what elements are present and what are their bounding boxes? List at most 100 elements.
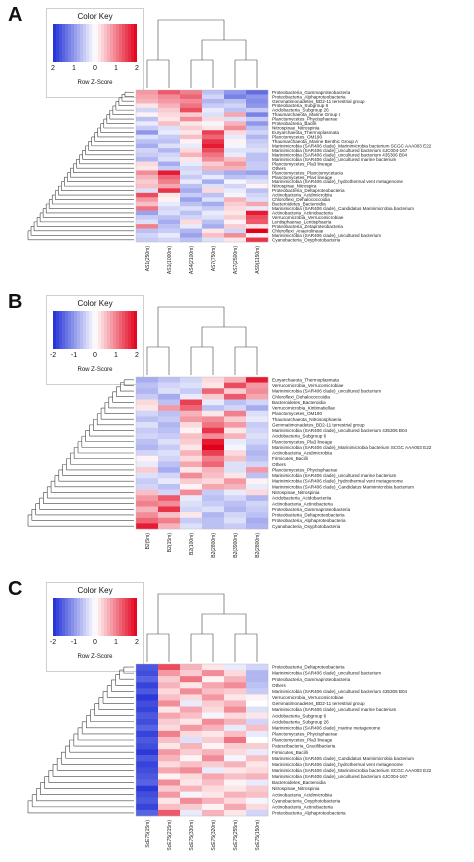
heatmap-cell bbox=[136, 170, 159, 176]
heatmap-cell bbox=[136, 803, 159, 811]
heatmap-cell bbox=[136, 134, 159, 140]
heatmap-cell bbox=[158, 121, 181, 126]
heatmap-cell bbox=[202, 700, 225, 707]
heatmap-cell bbox=[246, 682, 269, 689]
color-key-tick: 1 bbox=[72, 65, 76, 72]
heatmap-cell bbox=[136, 478, 159, 485]
heatmap-cell bbox=[136, 730, 159, 738]
color-key-title: Color Key bbox=[77, 586, 113, 595]
color-key-swatch bbox=[80, 311, 84, 349]
heatmap-cell bbox=[158, 148, 181, 153]
heatmap-cell bbox=[136, 682, 159, 689]
heatmap-cell bbox=[202, 676, 225, 683]
color-key-swatch bbox=[86, 311, 90, 349]
row-dendrogram-branch bbox=[70, 452, 134, 465]
heatmap-cell bbox=[136, 112, 159, 118]
color-key-swatch bbox=[107, 311, 111, 349]
row-label: Marinimicrobia (SAR406 clade)_hydrotherm… bbox=[272, 179, 403, 184]
color-key-swatch bbox=[83, 311, 87, 349]
heatmap-cell bbox=[202, 427, 225, 434]
heatmap-cell bbox=[136, 472, 159, 479]
heatmap-cell bbox=[180, 388, 203, 395]
row-label: Nitrospinae_Nitrospinia bbox=[272, 786, 320, 791]
heatmap-cell bbox=[202, 483, 225, 490]
heatmap-cell bbox=[136, 422, 159, 428]
heatmap-cell bbox=[246, 730, 269, 738]
heatmap-cell bbox=[202, 444, 225, 451]
row-dendrogram-branch bbox=[81, 435, 134, 448]
heatmap-cell bbox=[246, 237, 269, 243]
heatmap-cell bbox=[224, 382, 247, 389]
heatmap-cell bbox=[224, 467, 247, 473]
heatmap-cell bbox=[246, 512, 269, 518]
heatmap-cell bbox=[224, 188, 247, 194]
heatmap-cell bbox=[136, 179, 159, 185]
heatmap-cell bbox=[246, 125, 269, 131]
heatmap-border bbox=[135, 89, 269, 243]
row-label: Chloroflexi_Dehalococcoidia bbox=[272, 197, 330, 202]
row-dendrogram-branch bbox=[27, 230, 134, 241]
heatmap-cell bbox=[246, 664, 269, 671]
panel-letter-c: C bbox=[8, 578, 23, 600]
color-key-swatch bbox=[116, 598, 120, 636]
heatmap-cell bbox=[224, 761, 247, 768]
heatmap-cell bbox=[202, 472, 225, 479]
color-key-swatch bbox=[95, 598, 99, 636]
heatmap-cell bbox=[224, 438, 247, 445]
heatmap-cell bbox=[158, 179, 181, 185]
row-label: Planctomycetes_OM190 bbox=[272, 135, 322, 140]
heatmap-cell bbox=[136, 779, 159, 786]
heatmap-cell bbox=[136, 694, 159, 701]
row-label: Thaumarchaeota_Marine Group I bbox=[272, 112, 340, 117]
heatmap-cell bbox=[202, 523, 225, 530]
heatmap-cell bbox=[136, 382, 159, 389]
column-dendrogram-branch bbox=[190, 633, 214, 662]
heatmap-cell bbox=[224, 682, 247, 689]
row-label: Firmicutes_Bacilli bbox=[272, 750, 308, 755]
heatmap-cell bbox=[224, 495, 247, 502]
heatmap-cell bbox=[224, 736, 247, 744]
row-label: Lentisphaerae_Lentisphaeria bbox=[272, 219, 332, 224]
heatmap-cell bbox=[202, 192, 225, 198]
heatmap-cell bbox=[202, 143, 225, 149]
color-key-swatch bbox=[107, 24, 111, 62]
row-label: Nitrospirae_Nitrospira bbox=[272, 184, 317, 189]
heatmap-cell bbox=[158, 197, 181, 202]
color-key-tick: 2 bbox=[51, 65, 55, 72]
heatmap-cell bbox=[224, 450, 247, 457]
heatmap-cell bbox=[136, 166, 159, 171]
row-label: Marinimicrobia (SAR406 clade)_uncultured… bbox=[272, 152, 408, 157]
heatmap-cell bbox=[224, 478, 247, 485]
color-key-xlabel: Row Z-Score bbox=[77, 80, 113, 86]
heatmap-cell bbox=[224, 755, 247, 762]
heatmap-cell bbox=[246, 791, 269, 798]
heatmap-cell bbox=[158, 712, 181, 719]
heatmap-cell bbox=[246, 455, 269, 462]
color-key-swatch bbox=[116, 24, 120, 62]
heatmap-cell bbox=[224, 121, 247, 126]
color-key-ticks: -2 -1 0 1 2 bbox=[47, 352, 143, 364]
heatmap-cell bbox=[246, 170, 269, 176]
heatmap-cell bbox=[158, 670, 181, 677]
row-label: Proteobacteria_Alphaproteobacteria bbox=[272, 811, 346, 816]
heatmap-cell bbox=[158, 90, 181, 95]
heatmap-border bbox=[135, 376, 269, 530]
heatmap-cell bbox=[224, 461, 247, 468]
heatmap-cell bbox=[180, 718, 203, 725]
heatmap-cell bbox=[246, 506, 269, 513]
row-dendrogram-branch bbox=[124, 91, 134, 98]
heatmap-cell bbox=[158, 233, 181, 238]
row-label: Actinobacteria_Actinobacteria bbox=[272, 804, 333, 809]
heatmap-cell bbox=[158, 761, 181, 768]
heatmap-cell bbox=[224, 377, 247, 383]
heatmap-cell bbox=[180, 416, 203, 423]
row-label: Acidobacteria_Subgroup 6 bbox=[272, 434, 327, 439]
heatmap-cell bbox=[246, 233, 269, 238]
color-key-swatch bbox=[77, 598, 81, 636]
heatmap-cell bbox=[158, 495, 181, 502]
row-label: Nitrospinae_Nitrospinia bbox=[272, 126, 320, 131]
heatmap-cell bbox=[158, 393, 181, 400]
heatmap-cell bbox=[202, 98, 225, 104]
heatmap-cell bbox=[246, 103, 269, 109]
heatmap-cell bbox=[158, 427, 181, 434]
